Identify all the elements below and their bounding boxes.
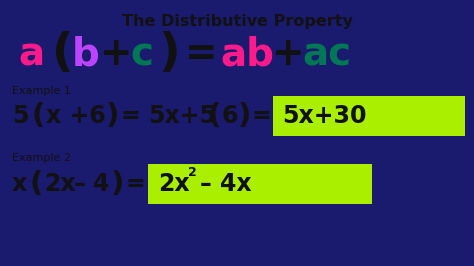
Text: 2x: 2x <box>158 172 190 196</box>
Text: ): ) <box>238 102 251 130</box>
FancyBboxPatch shape <box>273 96 465 136</box>
Text: –: – <box>74 172 86 196</box>
Text: (: ( <box>52 31 73 77</box>
Text: x: x <box>12 172 27 196</box>
Text: +: + <box>100 35 133 73</box>
Text: =: = <box>252 104 272 128</box>
Text: 5x+30: 5x+30 <box>282 104 366 128</box>
Text: ): ) <box>158 31 180 77</box>
Text: 2x: 2x <box>44 172 76 196</box>
Text: The Distributive Property: The Distributive Property <box>121 14 353 29</box>
Text: ): ) <box>111 170 124 198</box>
Text: =: = <box>185 35 218 73</box>
Text: =: = <box>121 104 141 128</box>
Text: 2: 2 <box>188 165 197 178</box>
FancyBboxPatch shape <box>148 164 372 204</box>
Text: (: ( <box>30 170 44 198</box>
Text: ): ) <box>106 102 119 130</box>
Text: 5x+5: 5x+5 <box>148 104 216 128</box>
Text: c: c <box>130 35 153 73</box>
Text: +: + <box>272 35 305 73</box>
Text: Example 1: Example 1 <box>12 86 71 96</box>
Text: x +6: x +6 <box>46 104 106 128</box>
Text: ac: ac <box>302 35 351 73</box>
Text: b: b <box>72 35 100 73</box>
Text: – 4x: – 4x <box>200 172 252 196</box>
Text: 4: 4 <box>93 172 109 196</box>
Text: ab: ab <box>220 35 274 73</box>
Text: (: ( <box>208 102 221 130</box>
Text: 6: 6 <box>222 104 238 128</box>
Text: 5: 5 <box>12 104 28 128</box>
Text: (: ( <box>31 102 45 130</box>
Text: Example 2: Example 2 <box>12 153 71 163</box>
Text: a: a <box>18 35 44 73</box>
Text: =: = <box>126 172 146 196</box>
